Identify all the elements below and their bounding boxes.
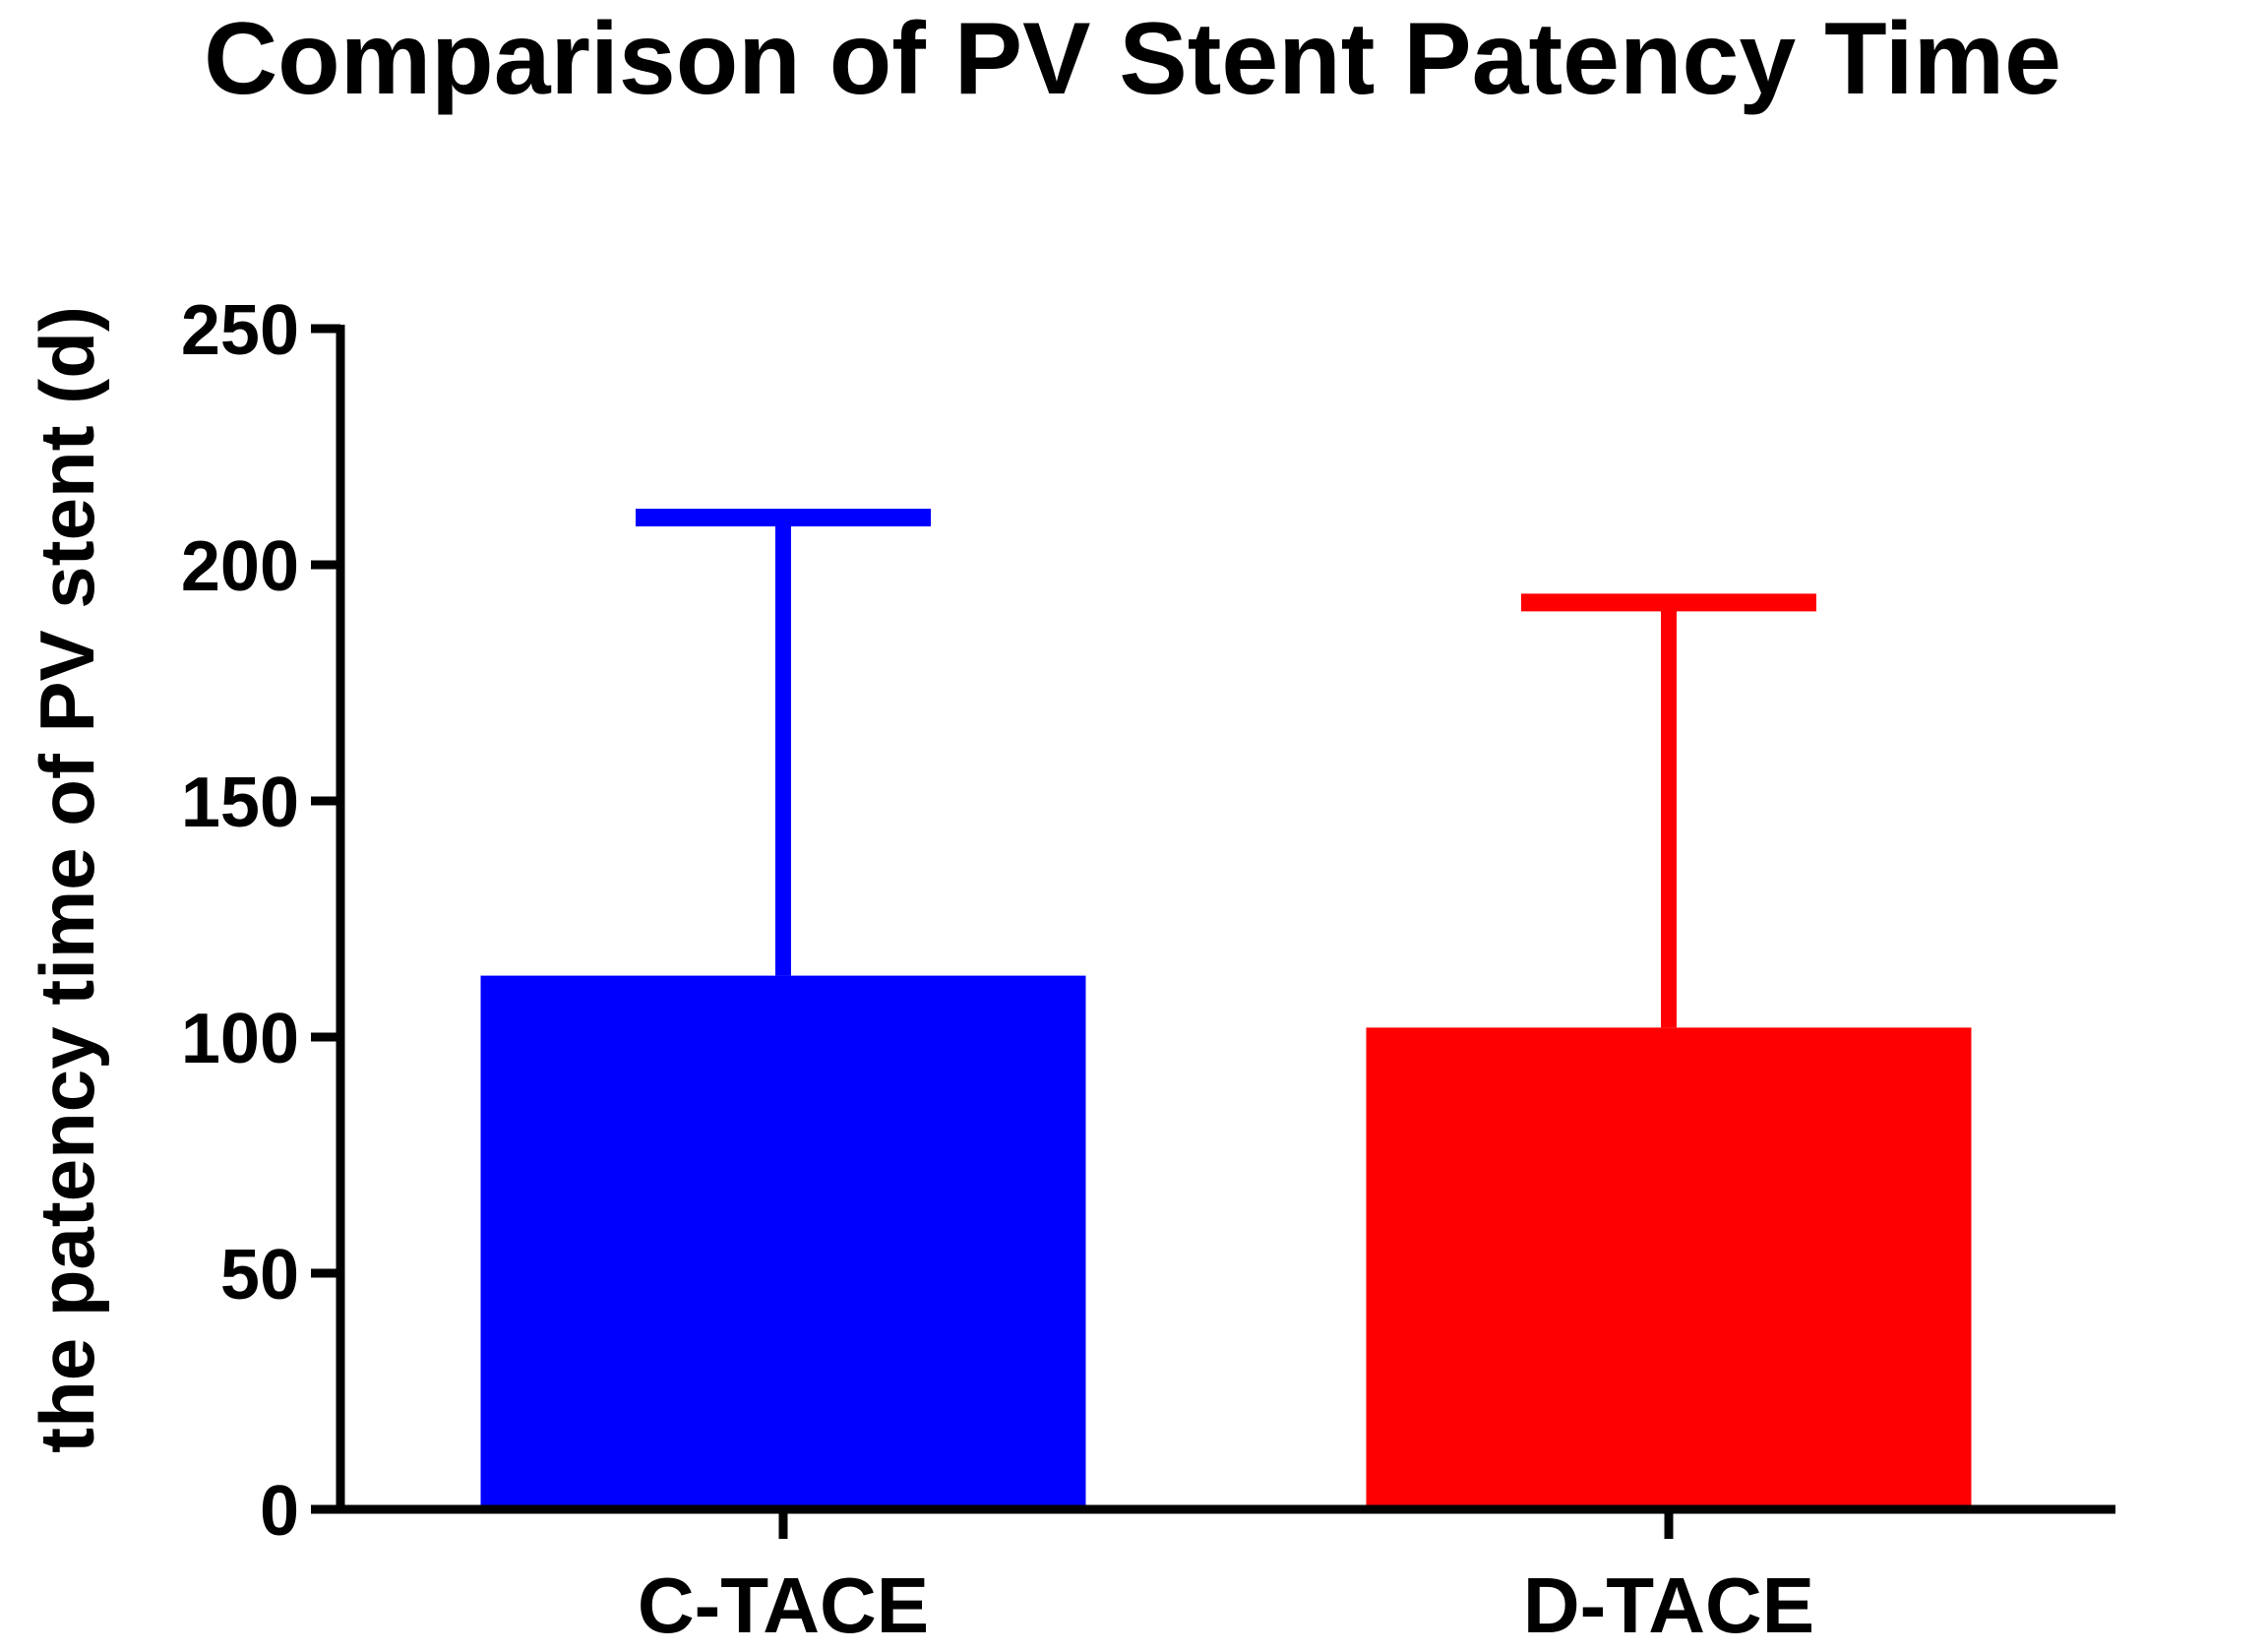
y-tick-label: 200 [181,527,299,606]
axes [336,325,2115,1514]
y-tick-label: 250 [181,291,299,370]
x-category-label: D-TACE [1523,1561,1814,1649]
y-tick-label: 0 [260,1472,299,1551]
bars [480,975,1972,1509]
x-axis-categories: C-TACE D-TACE [638,1509,1814,1649]
chart-title: Comparison of PV Stent Patency Time [204,2,2061,116]
y-tick-label: 150 [181,764,299,842]
y-tick-label: 100 [181,1000,299,1078]
error-bars [636,509,1816,1028]
y-axis-label: the patency time of PV stent (d) [24,306,110,1453]
bar-d-tace [1366,1027,1972,1509]
x-category-label: C-TACE [638,1561,929,1649]
y-tick-label: 50 [220,1236,299,1315]
y-axis-ticks: 0 50 100 150 200 250 [181,291,340,1551]
bar-c-tace [480,975,1086,1509]
